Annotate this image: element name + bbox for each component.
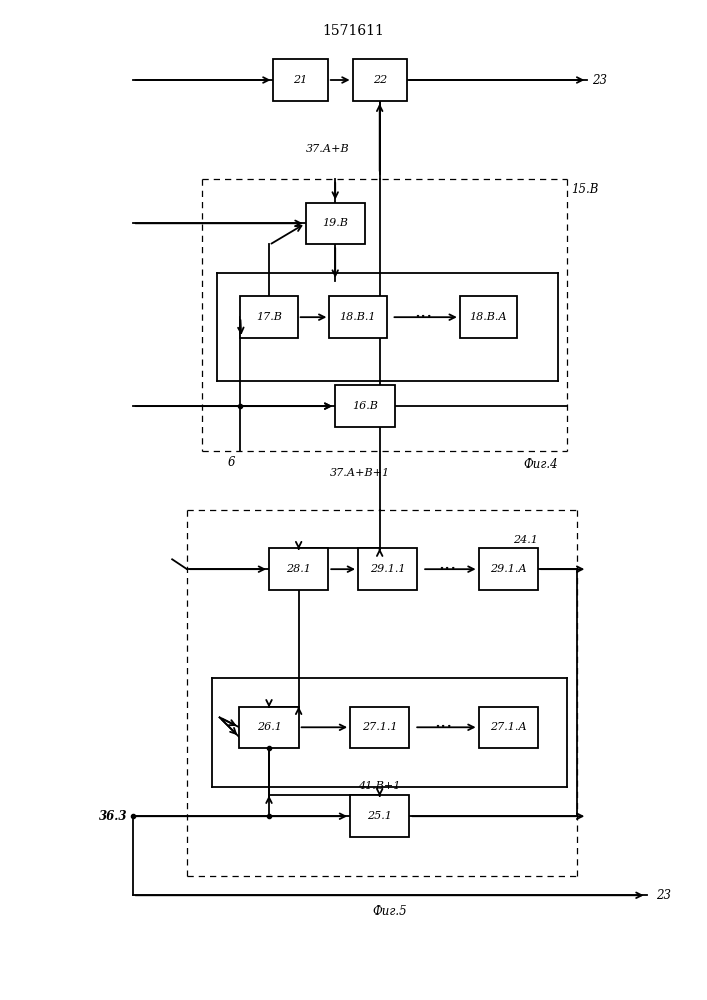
Bar xyxy=(269,548,328,590)
Text: 6: 6 xyxy=(228,456,235,469)
Bar xyxy=(479,548,538,590)
Text: 18.В.А: 18.В.А xyxy=(469,312,507,322)
Bar xyxy=(274,59,328,101)
Text: Фиг.4: Фиг.4 xyxy=(523,458,558,471)
Text: 28.1: 28.1 xyxy=(286,564,311,574)
Text: ···: ··· xyxy=(435,718,453,736)
Text: 37.А+В+1: 37.А+В+1 xyxy=(330,468,390,478)
Bar xyxy=(240,707,298,748)
Text: Фиг.5: Фиг.5 xyxy=(373,905,407,918)
Text: 27.1.А: 27.1.А xyxy=(490,722,527,732)
Text: 41.В+1: 41.В+1 xyxy=(358,781,401,791)
Text: 37.А+В: 37.А+В xyxy=(305,144,349,154)
Text: 18.В.1: 18.В.1 xyxy=(339,312,376,322)
Text: 23: 23 xyxy=(656,889,672,902)
Bar xyxy=(350,707,409,748)
Bar xyxy=(350,795,409,837)
Text: 29.1.1: 29.1.1 xyxy=(370,564,405,574)
Bar xyxy=(305,203,365,244)
Bar xyxy=(479,707,538,748)
Bar xyxy=(335,385,395,427)
Text: 1571611: 1571611 xyxy=(322,24,384,38)
Text: ···: ··· xyxy=(414,308,433,326)
Text: 23: 23 xyxy=(592,74,607,87)
Text: 26.1: 26.1 xyxy=(257,722,281,732)
Text: 27.1.1: 27.1.1 xyxy=(362,722,397,732)
Text: 19.В: 19.В xyxy=(322,218,348,228)
Text: 15.В: 15.В xyxy=(571,183,599,196)
Text: 36.3: 36.3 xyxy=(99,810,128,823)
Bar xyxy=(240,296,298,338)
Bar xyxy=(358,548,417,590)
Text: 21: 21 xyxy=(293,75,308,85)
Text: 16.В: 16.В xyxy=(352,401,378,411)
Text: 22: 22 xyxy=(373,75,387,85)
Text: ···: ··· xyxy=(438,560,457,578)
Text: 29.1.А: 29.1.А xyxy=(490,564,527,574)
Bar xyxy=(460,296,517,338)
Text: 24.1: 24.1 xyxy=(513,535,538,545)
Text: 17.В: 17.В xyxy=(256,312,282,322)
Bar xyxy=(353,59,407,101)
Bar xyxy=(329,296,387,338)
Text: 25.1: 25.1 xyxy=(367,811,392,821)
